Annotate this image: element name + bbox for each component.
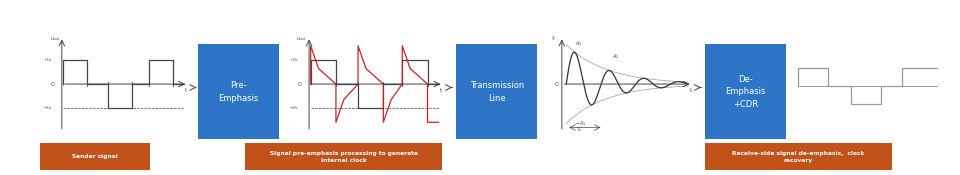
Text: $T_s$: $T_s$ bbox=[576, 126, 583, 135]
Text: Sender signal: Sender signal bbox=[72, 154, 118, 159]
Text: t: t bbox=[441, 88, 443, 93]
Text: t: t bbox=[185, 88, 187, 93]
Text: $u_{out}$: $u_{out}$ bbox=[297, 36, 307, 43]
Text: $-U_s$: $-U_s$ bbox=[289, 104, 299, 112]
Text: Transmission
Line: Transmission Line bbox=[469, 81, 524, 103]
Text: $-U_s$: $-U_s$ bbox=[42, 104, 53, 112]
Text: O: O bbox=[555, 82, 559, 87]
FancyBboxPatch shape bbox=[705, 44, 786, 139]
Text: O: O bbox=[51, 82, 55, 87]
Text: Pre-
Emphasis: Pre- Emphasis bbox=[218, 81, 258, 103]
Text: $u_{out}$: $u_{out}$ bbox=[50, 36, 60, 43]
Text: De-
Emphasis
+CDR: De- Emphasis +CDR bbox=[726, 75, 766, 109]
Text: $A_2$: $A_2$ bbox=[612, 52, 620, 61]
Text: $-A_1$: $-A_1$ bbox=[575, 119, 587, 128]
Text: $+U_s$: $+U_s$ bbox=[289, 57, 299, 64]
Text: $A_1$: $A_1$ bbox=[575, 39, 583, 48]
Text: O: O bbox=[298, 82, 301, 87]
Text: t: t bbox=[689, 88, 691, 93]
Text: Signal pre-emphasis processing to generate
internal clock: Signal pre-emphasis processing to genera… bbox=[270, 151, 418, 163]
Text: $+U_s$: $+U_s$ bbox=[42, 57, 53, 64]
FancyBboxPatch shape bbox=[705, 144, 892, 170]
FancyBboxPatch shape bbox=[456, 44, 538, 139]
Text: Receive-side signal de-emphasis,  clock
recovery: Receive-side signal de-emphasis, clock r… bbox=[732, 151, 865, 163]
FancyBboxPatch shape bbox=[39, 144, 150, 170]
FancyBboxPatch shape bbox=[246, 144, 442, 170]
FancyBboxPatch shape bbox=[198, 44, 279, 139]
Text: y: y bbox=[551, 36, 554, 40]
